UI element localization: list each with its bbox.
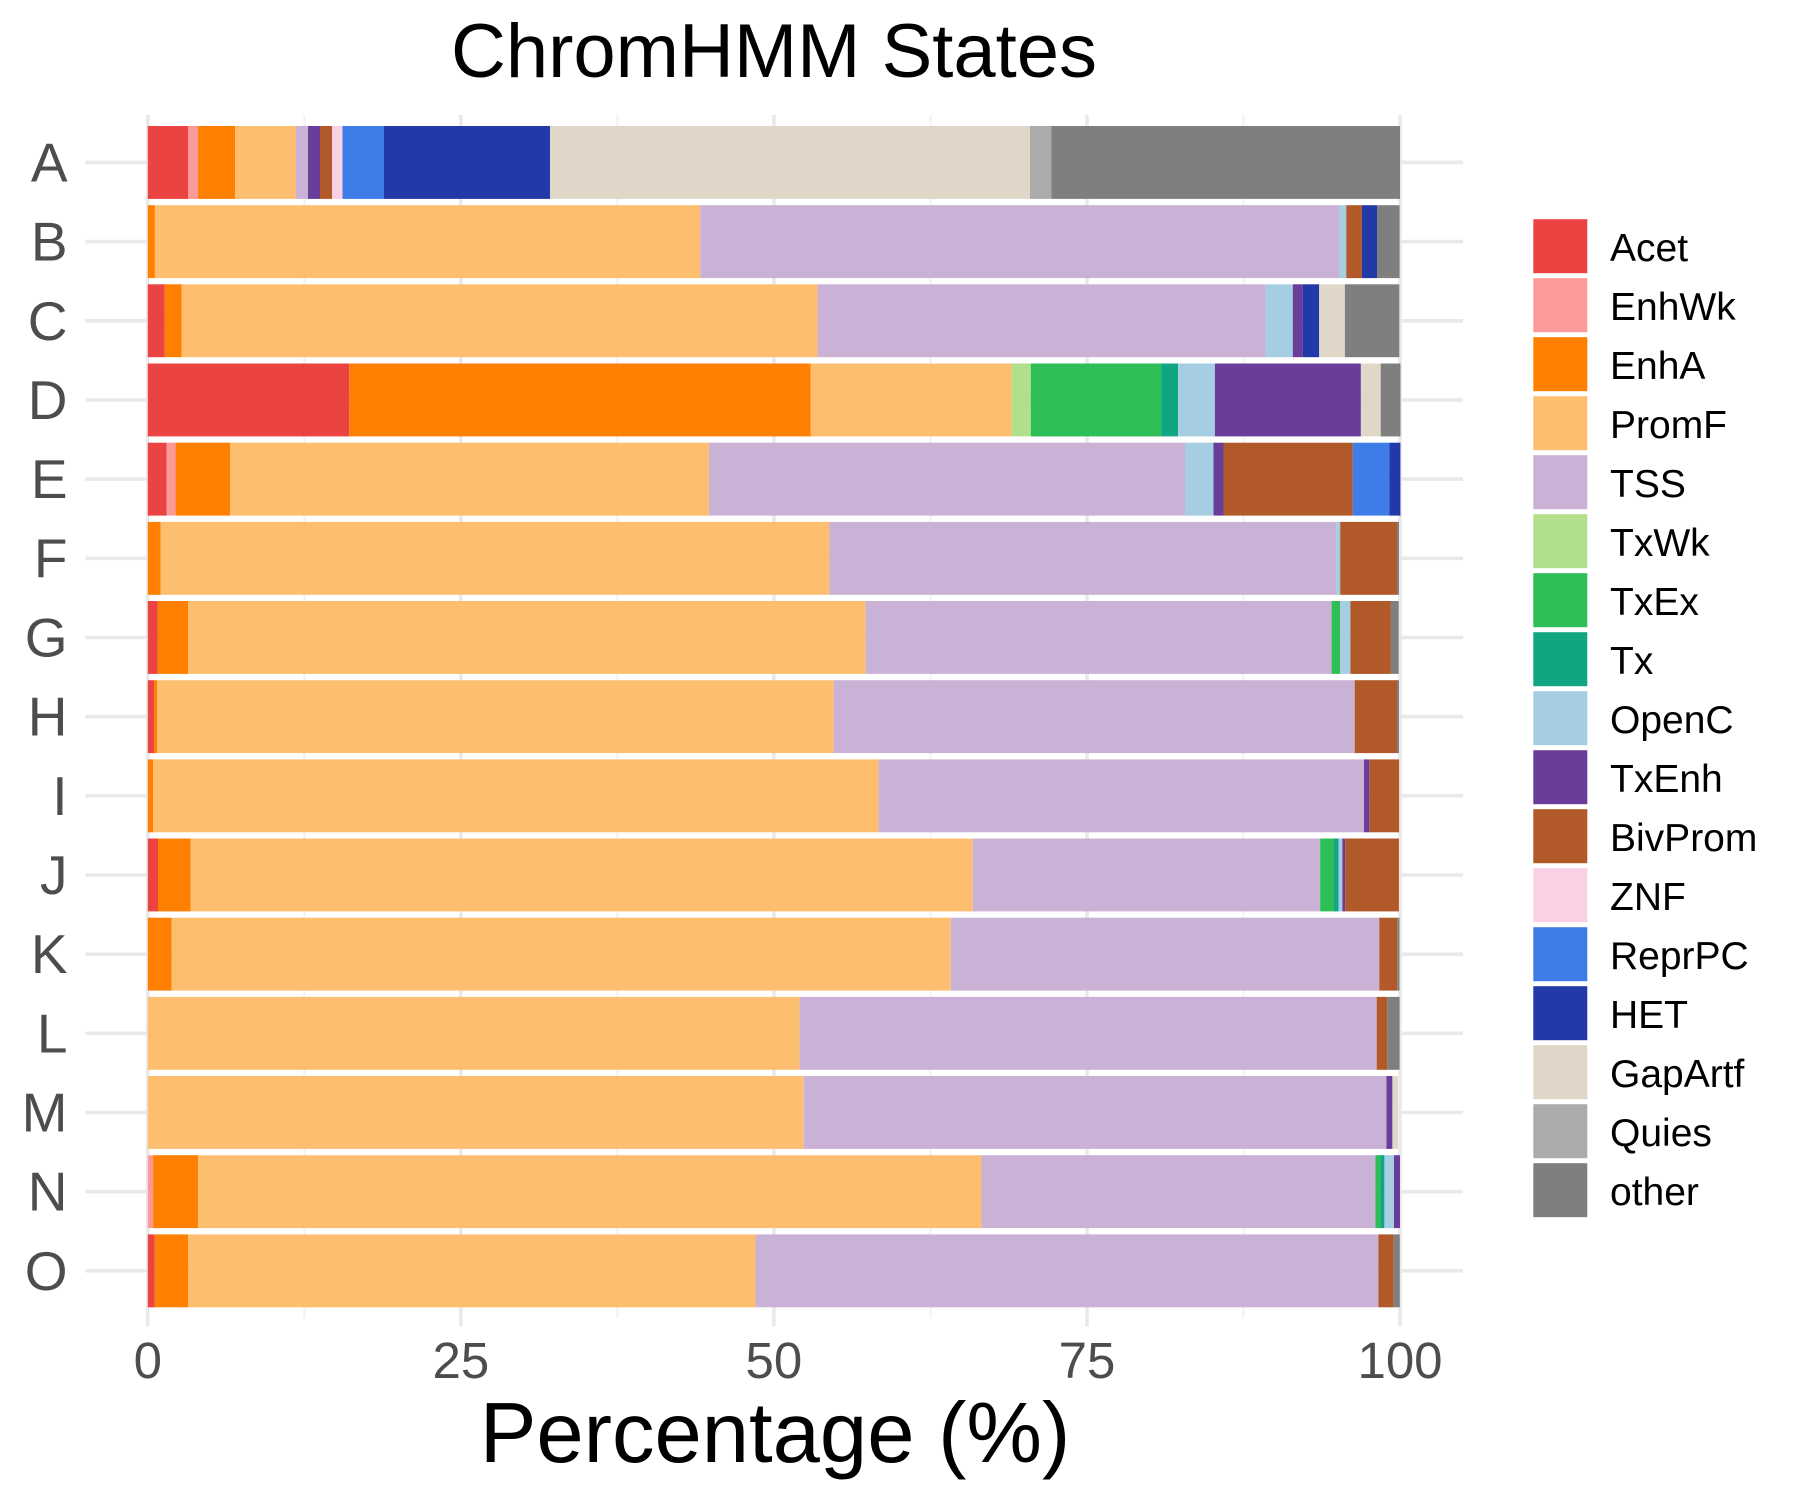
- svg-text:K: K: [31, 923, 68, 985]
- svg-text:ChromHMM States: ChromHMM States: [451, 9, 1097, 94]
- svg-text:Acet: Acet: [1610, 227, 1688, 270]
- svg-text:Tx: Tx: [1610, 640, 1654, 683]
- svg-text:EnhA: EnhA: [1610, 345, 1705, 388]
- svg-text:100: 100: [1357, 1332, 1442, 1389]
- svg-text:M: M: [22, 1082, 68, 1144]
- svg-text:D: D: [28, 369, 68, 431]
- svg-text:L: L: [37, 1002, 68, 1064]
- svg-text:E: E: [31, 448, 68, 510]
- svg-text:Quies: Quies: [1610, 1112, 1712, 1155]
- svg-text:H: H: [28, 686, 68, 748]
- svg-text:N: N: [28, 1161, 68, 1223]
- svg-text:F: F: [34, 527, 68, 589]
- svg-text:I: I: [52, 765, 67, 827]
- svg-text:ZNF: ZNF: [1610, 876, 1686, 919]
- svg-text:25: 25: [433, 1332, 490, 1389]
- svg-text:BivProm: BivProm: [1610, 817, 1757, 860]
- svg-text:Percentage (%): Percentage (%): [480, 1386, 1071, 1481]
- svg-text:C: C: [28, 290, 68, 352]
- svg-text:HET: HET: [1610, 994, 1688, 1037]
- svg-text:O: O: [25, 1240, 68, 1302]
- svg-text:GapArtf: GapArtf: [1610, 1053, 1745, 1096]
- svg-text:TxEnh: TxEnh: [1610, 758, 1723, 801]
- svg-text:J: J: [40, 844, 68, 906]
- svg-text:OpenC: OpenC: [1610, 699, 1734, 742]
- svg-text:TxWk: TxWk: [1610, 522, 1710, 565]
- svg-text:other: other: [1610, 1171, 1699, 1214]
- svg-text:B: B: [31, 211, 68, 273]
- svg-text:TSS: TSS: [1610, 463, 1686, 506]
- svg-text:ReprPC: ReprPC: [1610, 935, 1749, 978]
- svg-text:G: G: [25, 607, 68, 669]
- svg-text:0: 0: [134, 1332, 162, 1389]
- svg-text:A: A: [31, 131, 68, 193]
- svg-text:EnhWk: EnhWk: [1610, 286, 1736, 329]
- svg-text:TxEx: TxEx: [1610, 581, 1699, 624]
- svg-text:PromF: PromF: [1610, 404, 1727, 447]
- svg-text:50: 50: [746, 1332, 803, 1389]
- svg-text:75: 75: [1059, 1332, 1116, 1389]
